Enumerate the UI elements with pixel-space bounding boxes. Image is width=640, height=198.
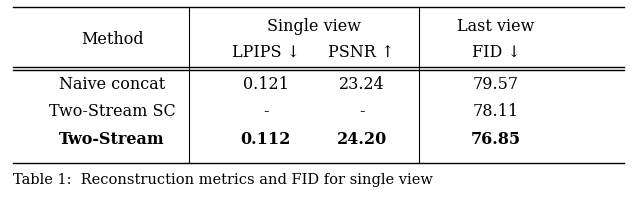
Text: Two-Stream SC: Two-Stream SC xyxy=(49,103,175,120)
Text: 0.121: 0.121 xyxy=(243,76,289,93)
Text: 23.24: 23.24 xyxy=(339,76,385,93)
Text: 76.85: 76.85 xyxy=(471,131,521,148)
Text: FID ↓: FID ↓ xyxy=(472,44,520,61)
Text: 79.57: 79.57 xyxy=(473,76,519,93)
Text: 0.112: 0.112 xyxy=(241,131,291,148)
Text: Last view: Last view xyxy=(458,18,534,35)
Text: LPIPS ↓: LPIPS ↓ xyxy=(232,44,300,61)
Text: Method: Method xyxy=(81,31,143,48)
Text: PSNR ↑: PSNR ↑ xyxy=(328,44,395,61)
Text: Single view: Single view xyxy=(267,18,360,35)
Text: Table 1:  Reconstruction metrics and FID for single view: Table 1: Reconstruction metrics and FID … xyxy=(13,173,433,187)
Text: 78.11: 78.11 xyxy=(473,103,519,120)
Text: Naive concat: Naive concat xyxy=(59,76,165,93)
Text: -: - xyxy=(359,103,364,120)
Text: -: - xyxy=(263,103,268,120)
Text: 24.20: 24.20 xyxy=(337,131,387,148)
Text: Two-Stream: Two-Stream xyxy=(59,131,165,148)
